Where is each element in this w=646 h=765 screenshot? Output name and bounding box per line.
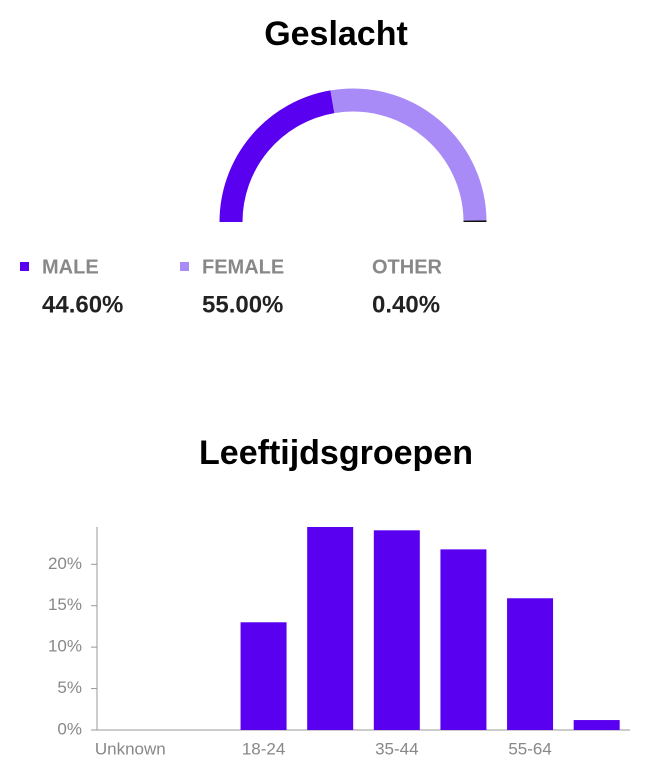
legend-label: MALE [42,256,99,278]
bar [373,530,420,730]
y-tick-label: 15% [48,595,82,614]
value-label: 0.40% [372,291,440,318]
x-tick-label: Unknown [95,739,166,758]
legend-swatch [20,262,29,271]
y-tick-label: 10% [48,637,82,656]
arc-segment [219,90,335,223]
y-tick-label: 0% [57,719,82,738]
bar [440,549,487,730]
arc-segment [330,88,487,221]
bar [573,720,620,730]
x-tick-label: 55-64 [508,739,551,758]
x-tick-label: 35-44 [375,739,418,758]
x-tick-label: 18-24 [242,739,285,758]
legend-label: FEMALE [202,256,284,278]
legend-swatch [180,262,189,271]
value-label: 44.60% [42,291,123,318]
bar [507,598,554,730]
value-label: 55.00% [202,291,283,318]
chart-title: Geslacht [264,15,408,53]
bar [240,622,287,730]
legend-label: OTHER [372,256,443,278]
y-tick-label: 5% [57,678,82,697]
chart-title: Leeftijdsgroepen [199,434,473,472]
bar [307,527,354,730]
y-tick-label: 20% [48,554,82,573]
